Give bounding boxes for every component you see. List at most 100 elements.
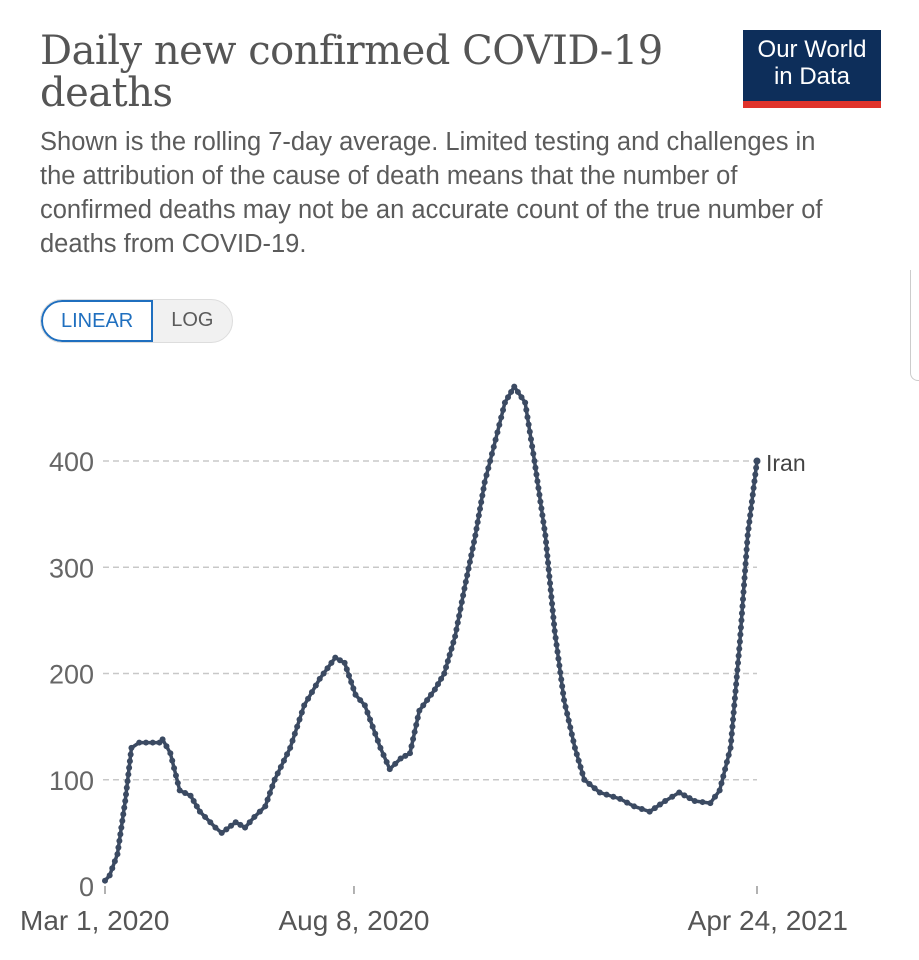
- data-point: [646, 808, 653, 815]
- data-point: [380, 751, 387, 758]
- data-point: [638, 805, 645, 812]
- data-point: [547, 587, 554, 594]
- data-point: [473, 525, 480, 532]
- data-point: [127, 751, 134, 758]
- data-point: [125, 771, 132, 778]
- data-point: [474, 519, 481, 526]
- data-point: [341, 659, 348, 666]
- data-point: [369, 723, 376, 730]
- data-point: [568, 731, 575, 738]
- data-point: [498, 414, 505, 421]
- data-point: [736, 638, 743, 645]
- data-point: [223, 826, 230, 833]
- data-point: [350, 685, 357, 692]
- data-point: [527, 436, 534, 443]
- data-point: [570, 738, 577, 745]
- data-point: [477, 505, 484, 512]
- data-point: [743, 553, 750, 560]
- data-point: [169, 757, 176, 764]
- logo-line-1: Our World: [757, 36, 867, 63]
- data-point: [172, 772, 179, 779]
- data-point: [720, 773, 727, 780]
- data-point: [532, 464, 539, 471]
- data-point: [448, 645, 455, 652]
- data-point: [544, 552, 551, 559]
- data-point: [669, 793, 676, 800]
- data-point: [562, 703, 569, 710]
- data-point: [738, 617, 745, 624]
- data-point: [699, 799, 706, 806]
- series-label-iran: Iran: [766, 450, 806, 476]
- logo-accent-bar: [743, 101, 881, 108]
- y-tick-label: 0: [79, 872, 94, 902]
- data-point: [745, 525, 752, 532]
- data-point: [266, 790, 273, 797]
- data-point: [748, 505, 755, 512]
- data-point: [196, 808, 203, 815]
- data-point: [681, 792, 688, 799]
- data-point: [749, 491, 756, 498]
- data-point: [735, 652, 742, 659]
- data-point: [114, 851, 121, 858]
- data-point: [573, 751, 580, 758]
- data-point: [120, 811, 127, 818]
- data-point: [374, 737, 381, 744]
- y-tick-label: 100: [49, 766, 94, 796]
- data-point: [320, 670, 327, 677]
- owid-logo[interactable]: Our World in Data: [743, 30, 881, 108]
- data-point: [577, 764, 584, 770]
- data-point: [752, 471, 759, 478]
- data-point: [564, 710, 571, 717]
- data-point: [109, 865, 116, 872]
- data-point: [251, 813, 258, 820]
- data-point: [416, 707, 423, 714]
- data-point: [176, 787, 183, 794]
- data-point: [383, 759, 390, 766]
- data-point: [406, 750, 413, 757]
- data-point: [462, 578, 469, 585]
- data-point: [102, 877, 108, 884]
- log-scale-button[interactable]: LOG: [171, 309, 214, 331]
- data-point: [579, 770, 586, 777]
- data-point: [686, 795, 693, 802]
- data-point: [741, 574, 748, 581]
- data-point: [289, 737, 296, 744]
- data-point: [126, 758, 133, 765]
- data-point: [228, 822, 235, 829]
- data-point: [549, 607, 556, 614]
- data-point: [296, 716, 303, 723]
- data-point: [174, 779, 181, 786]
- data-point: [167, 750, 174, 757]
- linear-scale-button[interactable]: LINEAR: [41, 300, 154, 342]
- panel-edge: [910, 270, 919, 381]
- data-point: [549, 600, 556, 607]
- data-point: [332, 654, 339, 661]
- data-point: [264, 796, 271, 803]
- data-point: [571, 744, 578, 751]
- data-point: [454, 619, 461, 626]
- data-point: [312, 682, 319, 689]
- data-point: [500, 407, 507, 413]
- data-point: [496, 421, 503, 428]
- data-point: [586, 781, 593, 787]
- data-point: [262, 803, 269, 810]
- data-point: [470, 539, 477, 546]
- data-point: [435, 681, 442, 688]
- data-point: [414, 714, 421, 721]
- data-point: [453, 626, 460, 633]
- data-point: [269, 783, 276, 790]
- data-point: [386, 766, 393, 773]
- data-point: [277, 764, 284, 770]
- y-tick-label: 300: [49, 553, 94, 583]
- data-point: [408, 743, 415, 750]
- data-point: [468, 552, 475, 559]
- data-point: [531, 458, 538, 464]
- data-point: [475, 512, 482, 519]
- data-point: [617, 795, 624, 802]
- data-point: [336, 657, 343, 664]
- data-point: [284, 751, 291, 758]
- data-point: [730, 716, 737, 723]
- data-point: [392, 760, 399, 767]
- data-point: [728, 730, 735, 737]
